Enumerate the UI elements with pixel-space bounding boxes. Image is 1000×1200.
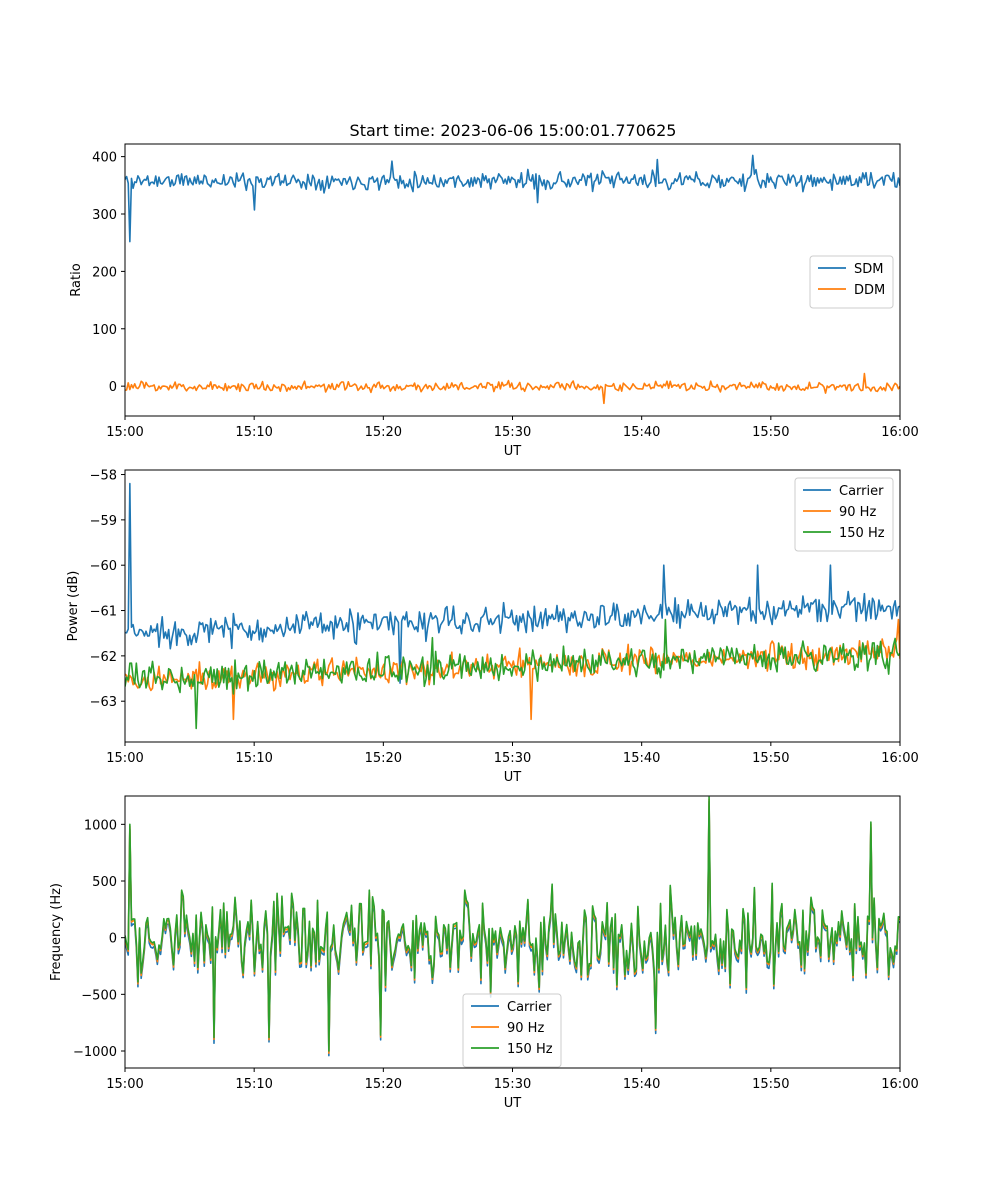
y-tick-label: 0 — [109, 932, 117, 947]
x-tick-label: 15:50 — [752, 425, 789, 440]
ratio-plot: 15:00 15:10 15:20 15:30 15:40 15:50 16:00 0 100 2… — [69, 143, 919, 459]
x-tick-label: 15:00 — [106, 1077, 143, 1092]
legend-label: 150 Hz — [507, 1042, 553, 1057]
y-tick-label: −58 — [90, 469, 117, 484]
x-tick-label: 15:40 — [623, 425, 660, 440]
x-tick-label: 15:40 — [623, 751, 660, 766]
y-axis-label: Power (dB) — [66, 571, 81, 642]
x-tick-label: 15:10 — [235, 425, 272, 440]
series-line-150-hz — [125, 796, 900, 1052]
legend-label: Carrier — [507, 1000, 552, 1015]
x-tick-label: 16:00 — [881, 1077, 918, 1092]
x-tick-label: 15:20 — [365, 425, 402, 440]
x-tick-label: 15:20 — [365, 1077, 402, 1092]
plot-frame — [124, 143, 901, 417]
legend-label: 150 Hz — [839, 526, 885, 541]
y-axis-label: Ratio — [69, 263, 84, 296]
series-line-150-hz — [125, 618, 900, 730]
legend: Carrier 90 Hz 150 Hz — [462, 993, 562, 1068]
y-tick-label: 500 — [92, 875, 117, 890]
legend-label: Carrier — [839, 484, 884, 499]
x-tick-label: 15:50 — [752, 751, 789, 766]
x-axis-label: UT — [504, 1096, 522, 1111]
legend-label: SDM — [854, 262, 883, 277]
y-tick-label: −63 — [90, 695, 117, 710]
legend: SDM DDM — [809, 255, 894, 309]
y-tick-label: 200 — [92, 265, 117, 280]
x-tick-label: 15:10 — [235, 1077, 272, 1092]
x-tick-label: 16:00 — [881, 751, 918, 766]
legend-label: 90 Hz — [507, 1021, 544, 1036]
y-tick-label: −62 — [90, 650, 117, 665]
legend-label: DDM — [854, 283, 885, 298]
x-axis-label: UT — [504, 770, 522, 785]
figure-title: Start time: 2023-06-06 15:00:01.770625 — [350, 121, 677, 140]
y-axis-label: Frequency (Hz) — [49, 883, 64, 981]
x-tick-label: 15:00 — [106, 751, 143, 766]
frequency-plot: 15:00 15:10 15:20 15:30 15:40 15:50 16:00 −1000… — [49, 795, 919, 1111]
legend: Carrier 90 Hz 150 Hz — [794, 477, 894, 552]
x-tick-label: 15:30 — [494, 425, 531, 440]
x-tick-label: 16:00 — [881, 425, 918, 440]
x-tick-label: 15:10 — [235, 751, 272, 766]
x-tick-label: 15:30 — [494, 751, 531, 766]
y-tick-label: 0 — [109, 380, 117, 395]
y-tick-label: 1000 — [84, 818, 117, 833]
y-tick-label: −60 — [90, 559, 117, 574]
power-plot: 15:00 15:10 15:20 15:30 15:40 15:50 16:00 −63 −6… — [66, 469, 919, 785]
x-axis-label: UT — [504, 444, 522, 459]
y-tick-label: −1000 — [73, 1045, 117, 1060]
y-tick-label: 100 — [92, 323, 117, 338]
legend-label: 90 Hz — [839, 505, 876, 520]
x-tick-label: 15:30 — [494, 1077, 531, 1092]
x-tick-label: 15:40 — [623, 1077, 660, 1092]
series-line-carrier — [125, 482, 900, 684]
y-tick-label: 400 — [92, 151, 117, 166]
y-tick-label: 300 — [92, 208, 117, 223]
x-tick-label: 15:50 — [752, 1077, 789, 1092]
x-tick-label: 15:20 — [365, 751, 402, 766]
series-line-sdm — [125, 154, 900, 243]
y-tick-label: −59 — [90, 514, 117, 529]
series-line-ddm — [125, 372, 900, 405]
x-tick-label: 15:00 — [106, 425, 143, 440]
y-tick-label: −500 — [81, 988, 117, 1003]
y-tick-label: −61 — [90, 605, 117, 620]
legend-box — [809, 255, 894, 309]
